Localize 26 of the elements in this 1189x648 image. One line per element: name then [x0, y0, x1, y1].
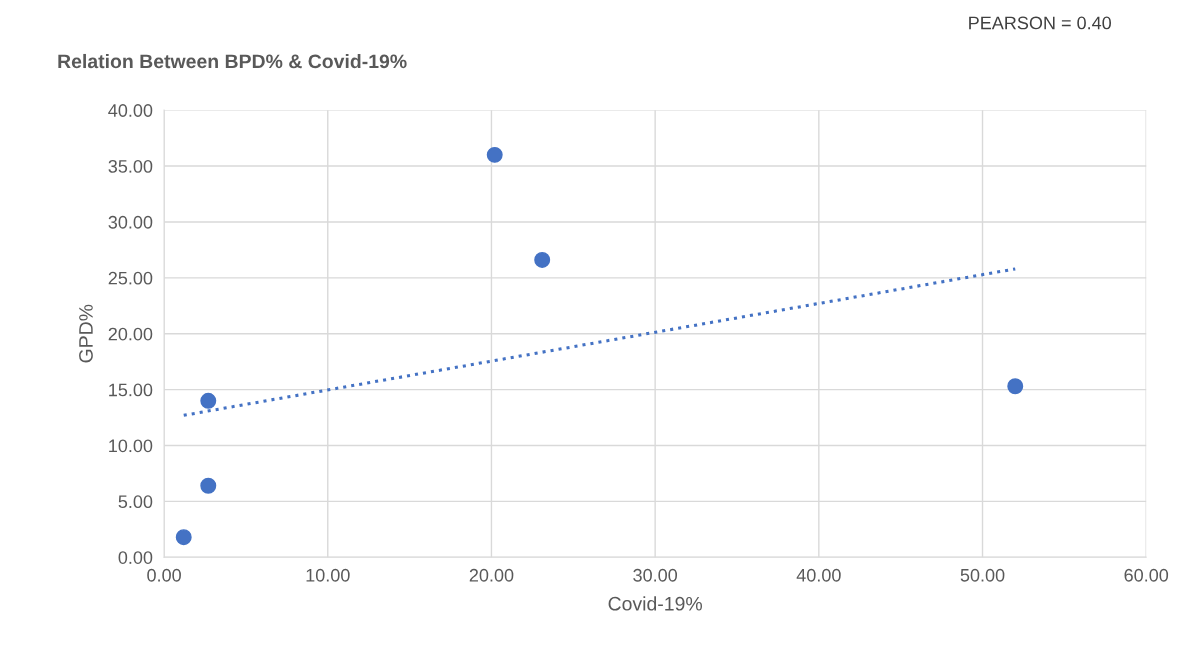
- x-tick-label: 10.00: [306, 568, 350, 582]
- x-tick-label: 30.00: [633, 568, 678, 582]
- point: [1007, 378, 1024, 395]
- point: [200, 477, 217, 494]
- y-tick-label: 15.00: [109, 383, 153, 397]
- y-tick-label: 25.00: [108, 271, 153, 285]
- point: [175, 529, 192, 546]
- point: [486, 146, 503, 163]
- y-tick-label: 0.00: [118, 551, 153, 564]
- y-axis-title: GPD%: [79, 304, 93, 363]
- chart-title: Relation Between BPD% & Covid-19%: [58, 53, 407, 69]
- point: [534, 251, 551, 268]
- x-tick-label: 60.00: [1124, 568, 1169, 582]
- y-tick-label: 20.00: [108, 327, 153, 341]
- text: PEARSON = 0.40: [969, 16, 1112, 30]
- y-tick-label: 10.00: [109, 439, 153, 453]
- x-axis-title: Covid-19%: [608, 596, 702, 611]
- y-tick-label: 5.00: [118, 495, 153, 509]
- x-tick-label: 50.00: [960, 568, 1005, 582]
- y-tick-label: 35.00: [108, 159, 153, 173]
- x-tick-label: 0.00: [147, 568, 181, 582]
- y-tick-label: 40.00: [108, 104, 153, 117]
- point: [200, 392, 217, 409]
- x-tick-label: 40.00: [796, 568, 841, 582]
- y-tick-label: 30.00: [108, 215, 153, 229]
- x-tick-label: 20.00: [469, 568, 514, 582]
